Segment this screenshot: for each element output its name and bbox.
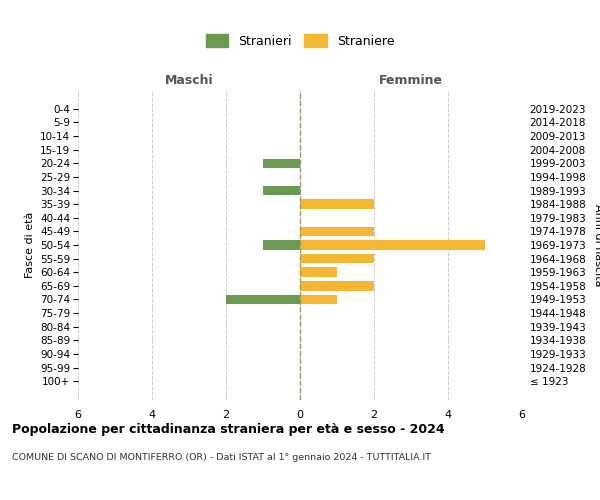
Bar [263, 186, 300, 196]
Bar [263, 158, 300, 168]
Bar [300, 240, 485, 250]
Y-axis label: Anni di nascita: Anni di nascita [593, 204, 600, 286]
Bar [300, 226, 374, 236]
Bar [300, 281, 374, 290]
Bar [300, 254, 374, 264]
Bar [226, 294, 300, 304]
Bar [263, 240, 300, 250]
Bar [300, 294, 337, 304]
Bar [300, 200, 374, 209]
Text: Maschi: Maschi [164, 74, 214, 88]
Bar [300, 268, 337, 277]
Legend: Stranieri, Straniere: Stranieri, Straniere [200, 28, 401, 54]
Text: Femmine: Femmine [379, 74, 443, 88]
Text: Popolazione per cittadinanza straniera per età e sesso - 2024: Popolazione per cittadinanza straniera p… [12, 422, 445, 436]
Y-axis label: Fasce di età: Fasce di età [25, 212, 35, 278]
Text: COMUNE DI SCANO DI MONTIFERRO (OR) - Dati ISTAT al 1° gennaio 2024 - TUTTITALIA.: COMUNE DI SCANO DI MONTIFERRO (OR) - Dat… [12, 452, 431, 462]
